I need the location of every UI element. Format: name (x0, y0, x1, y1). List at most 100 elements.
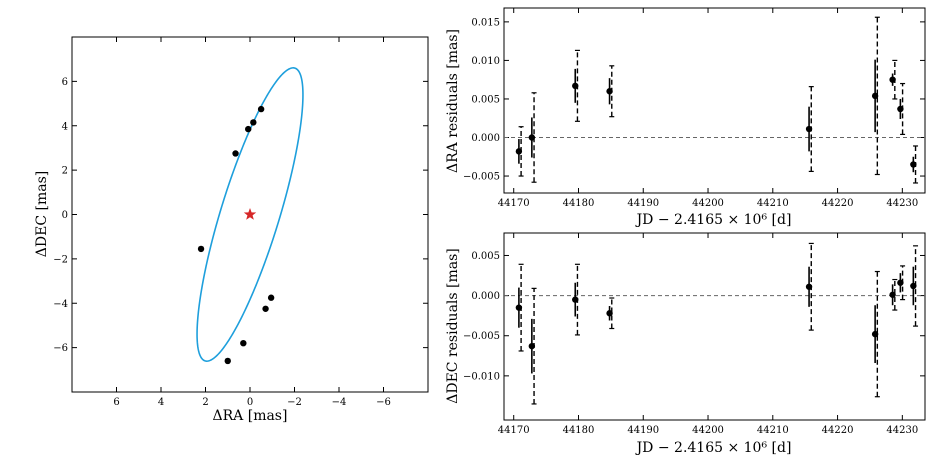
ra-data-point (606, 65, 615, 118)
dec-x-tick-label: 44170 (498, 425, 530, 436)
orbit-x-tick-label: −4 (332, 397, 347, 408)
dec-x-tick-label: 44230 (886, 425, 918, 436)
ra-marker (897, 105, 904, 113)
dec-marker (871, 330, 879, 338)
dec-data-point (910, 245, 919, 327)
dec-data-point (897, 265, 906, 301)
orbit-panel: 6 4 2 0 −2 −4 −6 −6 −4 −2 0 2 4 6 ΔRA [mas] ΔDEC [mas… (34, 36, 429, 424)
orbit-y-tick-label: 2 (62, 166, 68, 177)
dec-marker (897, 279, 904, 286)
dec-data-point (889, 278, 898, 311)
orbit-y-label: ΔDEC [mas] (34, 171, 50, 257)
ra-y-tick-label: 0.015 (471, 17, 500, 28)
dec-x-tick-label: 44220 (822, 425, 854, 436)
ra-x-tick-label: 44180 (563, 198, 595, 209)
ra-data-point (897, 82, 906, 136)
ra-residuals-panel: 44170 44180 44190 44200 44210 44220 44230 −0.00… (445, 7, 926, 228)
dec-data-point (606, 297, 615, 330)
orbit-x-tick-label: −2 (287, 397, 302, 408)
orbit-x-tick-label: −6 (376, 397, 391, 408)
ra-marker (871, 92, 879, 100)
ra-data-point (910, 145, 919, 184)
orbit-ellipse (196, 67, 304, 362)
dec-data-point (528, 287, 537, 405)
ra-x-tick-label: 44220 (822, 198, 854, 209)
dec-y-tick-label: 0.005 (471, 251, 500, 262)
dec-x-label: JD − 2.4165 × 10⁶ [d] (635, 440, 792, 456)
ra-y-tick-label: 0.000 (471, 133, 500, 144)
orbit-x-tick-label: 6 (113, 397, 119, 408)
ra-points (515, 16, 919, 184)
orbit-point (257, 105, 265, 113)
ra-y-label: ΔRA residuals [mas] (445, 29, 461, 173)
ra-x-tick-label: 44230 (886, 198, 918, 209)
dec-data-point (871, 270, 880, 398)
ra-plot-frame (503, 7, 926, 194)
orbit-point (224, 357, 231, 365)
orbit-point (232, 150, 239, 157)
dec-x-tick-label: 44190 (627, 425, 659, 436)
dec-marker (515, 304, 523, 311)
orbit-x-tick-label: 0 (247, 397, 253, 408)
dec-data-point (515, 263, 524, 352)
ra-y-tick-label: 0.005 (471, 94, 500, 105)
orbit-point (262, 305, 269, 312)
orbit-y-tick-label: 0 (62, 210, 68, 221)
dec-plot-frame (503, 232, 926, 421)
orbit-y-tick-label: −6 (53, 343, 68, 354)
ra-marker (910, 161, 917, 168)
orbit-axes: 6 4 2 0 −2 −4 −6 −6 −4 −2 0 2 4 6 (53, 37, 428, 408)
dec-y-label: ΔDEC residuals [mas] (445, 248, 461, 404)
ra-x-tick-label: 44210 (757, 198, 789, 209)
orbit-x-tick-label: 2 (202, 397, 208, 408)
ra-data-point (515, 126, 524, 177)
dec-x-tick-label: 44210 (757, 425, 789, 436)
orbit-y-tick-label: 4 (62, 121, 68, 132)
dec-x-tick-label: 44200 (692, 425, 724, 436)
star-marker (243, 208, 257, 220)
ra-marker (889, 76, 896, 83)
dec-y-tick-label: 0.000 (471, 291, 500, 302)
orbit-point (197, 245, 205, 253)
dec-data-point (572, 263, 580, 336)
dec-data-point (805, 242, 814, 331)
dec-x-tick-label: 44180 (563, 425, 595, 436)
dec-marker (805, 283, 813, 290)
ra-data-point (889, 59, 898, 100)
ra-marker (528, 134, 536, 141)
ra-x-tick-label: 44170 (498, 198, 530, 209)
dec-points (515, 242, 919, 405)
orbit-y-tick-label: −2 (53, 254, 68, 265)
ra-marker (515, 148, 523, 155)
dec-y-tick-label: −0.005 (463, 331, 500, 342)
dec-marker (889, 291, 896, 298)
orbit-x-label: ΔRA [mas] (213, 408, 288, 424)
orbit-points (197, 105, 275, 365)
ra-marker (606, 88, 613, 95)
orbit-y-tick-label: −4 (53, 299, 68, 310)
ra-axes: 44170 44180 44190 44200 44210 44220 44230 −0.00… (463, 8, 925, 209)
orbit-point (240, 339, 247, 347)
orbit-point (250, 119, 257, 126)
orbit-x-tick-label: 4 (158, 397, 164, 408)
ra-marker (805, 125, 813, 133)
ra-data-point (871, 16, 880, 176)
ra-x-tick-label: 44190 (627, 198, 659, 209)
orbit-y-tick-label: 6 (62, 77, 68, 88)
orbit-point (267, 294, 275, 301)
dec-axes: 44170 44180 44190 44200 44210 44220 44230 −0.01… (463, 233, 925, 436)
dec-marker (910, 282, 917, 290)
ra-data-point (528, 92, 537, 183)
ra-y-tick-label: −0.005 (463, 172, 500, 183)
ra-y-tick-label: 0.010 (471, 56, 500, 67)
orbit-point (245, 125, 252, 133)
dec-marker (528, 342, 536, 350)
dec-y-tick-label: −0.010 (463, 371, 500, 382)
ra-x-label: JD − 2.4165 × 10⁶ [d] (635, 212, 792, 228)
dec-marker (606, 310, 613, 317)
ra-marker (572, 82, 579, 90)
ra-x-tick-label: 44200 (692, 198, 724, 209)
ra-data-point (805, 86, 814, 173)
ra-data-point (572, 49, 580, 122)
